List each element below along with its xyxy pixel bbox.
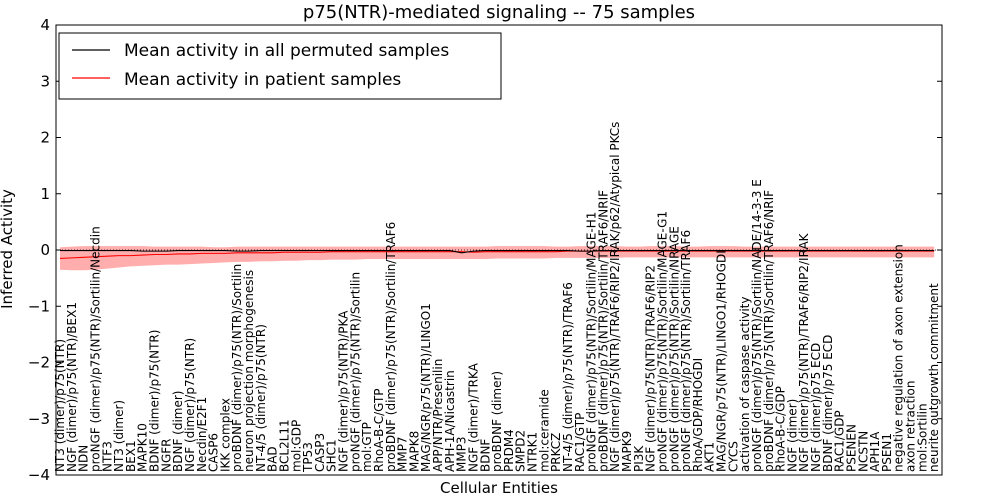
category-label: PSEN1 [880, 433, 894, 472]
category-label: proBDNF (dimer)/p75(NTR)/Sortilin/TRAF6 [384, 222, 398, 472]
category-label: MMP7 [396, 436, 410, 472]
category-label: NT-4/5 (dimer)/p75(NTR) [254, 324, 268, 472]
category-label: proBDNF (dimer)/p75(NTR)/Sortilin [230, 264, 244, 472]
category-label: proNGF (dimer)/p75(NTR)/Sortilin [348, 272, 362, 472]
series-lines [59, 250, 935, 259]
category-label: proBDNF (dimer)/p75(NTR)/Sortilin/TRAF6/… [596, 190, 610, 472]
category-label: activation of caspase activity [738, 297, 752, 472]
category-label: NGF (dimer)/p75(NTR)/TRAF6/RIP2/IRAK/p62… [608, 122, 622, 472]
category-label: NDN [77, 445, 91, 472]
legend-label-patient: Mean activity in patient samples [124, 70, 401, 90]
category-label: NGF (dimer)/p75(NTR)/BEX1 [65, 302, 79, 472]
y-tick-label: −1 [28, 297, 50, 315]
category-label: proNGF (dimer)/p75(NTR)/Sortilin/NRAGE [667, 226, 681, 472]
category-label: BDNF (dimer) [171, 391, 185, 473]
category-label: NT3 (dimer) [112, 400, 126, 472]
category-label: RhoA-B-C/GDP [774, 386, 788, 472]
category-labels: NT3 (dimer)/p75(NTR)NGF (dimer)/p75(NTR)… [53, 122, 941, 473]
category-label: BDNF (dimer)/p75 ECD [821, 335, 835, 472]
category-label: Necdin/E2F1 [195, 397, 209, 472]
category-label: NGF (dimer) [785, 399, 799, 472]
legend-box [58, 32, 502, 100]
category-label: SHC1 [325, 439, 339, 472]
category-label: MAG/NGR/p75(NTR)/LINGO1/RHOGDI [715, 250, 729, 472]
category-label: APH1A [868, 431, 882, 472]
category-label: RhoA/GDP/RHOGDI [691, 358, 705, 472]
category-label: BDNF (dimer)/p75(NTR) [148, 330, 162, 472]
category-label: CASP6 [207, 433, 221, 472]
category-label: PI3K [632, 445, 646, 472]
series-line-1 [60, 250, 935, 254]
category-label: MAPK9 [620, 431, 634, 472]
category-label: proNGF (dimer)/p75(NTR)/Sortilin/NADE/14… [750, 179, 764, 472]
category-label: RhoA-B-C/GTP [372, 388, 386, 472]
y-tick-label: 1 [40, 185, 50, 203]
category-label: proNGF (dimer)/p75(NTR)/Sortilin/Necdin [88, 226, 102, 472]
category-label: CASP3 [313, 433, 327, 472]
category-label: proNGF (dimer)/p75(NTR)/Sortilin/TRAF6 [679, 230, 693, 472]
y-tick-label: 4 [40, 16, 50, 34]
category-label: MAG/NGR/p75(NTR)/LINGO1 [419, 303, 433, 472]
category-label: BEX1 [124, 440, 138, 472]
chart-title: p75(NTR)-mediated signaling -- 75 sample… [303, 2, 695, 23]
y-tick-label: 3 [40, 72, 50, 90]
category-label: NCSTN [856, 431, 870, 472]
category-label: RAC1/GTP [573, 413, 587, 472]
legend: Mean activity in all permuted samples Me… [58, 32, 502, 100]
category-label: NGFR [159, 438, 173, 472]
y-tick-label: −2 [28, 354, 50, 372]
category-label: proBDNF (dimer) [490, 371, 504, 472]
category-label: axon retraction [904, 381, 918, 472]
category-label: APH-1A/Nicastrin [443, 370, 457, 472]
y-tick-label: −4 [28, 466, 50, 484]
category-label: BAD [266, 446, 280, 472]
category-label: negative regulation of axon extension [892, 244, 906, 472]
category-label: PSENEN [844, 424, 858, 472]
x-axis-label: Cellular Entities [440, 479, 558, 497]
y-axis: −4 −3 −2 −1 0 1 2 3 4 [28, 16, 942, 484]
category-label: APP/NTR/Presenilin [431, 359, 445, 472]
category-label: PRDM4 [502, 429, 516, 472]
category-label: BCL2L11 [277, 419, 291, 472]
y-axis-label: Inferred Activity [0, 189, 16, 309]
category-label: mol:GTP [360, 422, 374, 472]
series-line-0 [59, 250, 935, 259]
category-label: IKK complex [218, 398, 232, 472]
category-label: PRKCZ [549, 433, 563, 472]
category-label: NGF (dimer)/p75(NTR)/TRAF6/RIP2/IRAK [797, 232, 811, 472]
category-label: NGF (dimer)/TRKA [466, 362, 480, 472]
category-label: BDNF [478, 439, 492, 472]
category-label: proNGF (dimer)/p75(NTR)/Sortilin/MAGE-G1 [655, 211, 669, 472]
category-label: NGF (dimer)/p75(NTR) [183, 338, 197, 472]
category-label: TP53 [301, 442, 315, 473]
y-tick-label: −3 [28, 410, 50, 428]
category-label: MAPK8 [407, 431, 421, 472]
category-label: NGF (dimer)/p75(NTR)/TRAF6/RIP2 [644, 265, 658, 472]
category-label: mol:Sortilin [915, 403, 929, 472]
category-label: MAPK10 [136, 423, 150, 472]
category-label: proBDNF (dimer)/p75(NTR)/Sortilin/TRAF6/… [762, 190, 776, 472]
category-label: CYCS [726, 441, 740, 472]
category-label: NTF3 [100, 441, 114, 472]
category-label: RAC1/GDP [833, 410, 847, 472]
category-label: AKT1 [703, 442, 717, 472]
category-label: NT-4/5 (dimer)/p75(NTR)/TRAF6 [561, 282, 575, 472]
category-label: mol:GDP [289, 420, 303, 472]
category-label: proNGF (dimer)/p75(NTR)/Sortilin/MAGE-H1 [585, 212, 599, 472]
y-tick-label: 0 [40, 241, 50, 259]
category-label: neurite outgrowth commitment [927, 283, 941, 472]
category-label: neuron projection morphogenesis [242, 270, 256, 472]
legend-label-permuted: Mean activity in all permuted samples [124, 41, 449, 61]
category-label: NGF (dimer)/p75 ECD [809, 343, 823, 472]
y-tick-label: 2 [40, 129, 50, 147]
category-label: NTRK1 [526, 432, 540, 472]
category-label: MMP3 [455, 436, 469, 472]
category-label: SMPD2 [514, 430, 528, 472]
category-label: NGF (dimer)/p75(NTR)/PKA [337, 310, 351, 472]
category-label: mol:ceramide [537, 389, 551, 472]
